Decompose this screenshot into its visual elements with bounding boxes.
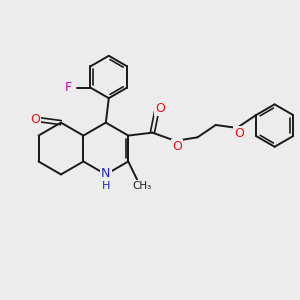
Text: CH₃: CH₃: [133, 181, 152, 191]
Text: O: O: [30, 113, 40, 126]
Text: H: H: [102, 181, 110, 190]
Text: O: O: [234, 127, 244, 140]
Text: O: O: [172, 140, 182, 153]
Text: F: F: [65, 81, 72, 94]
Text: N: N: [101, 167, 110, 180]
Text: O: O: [155, 102, 165, 115]
